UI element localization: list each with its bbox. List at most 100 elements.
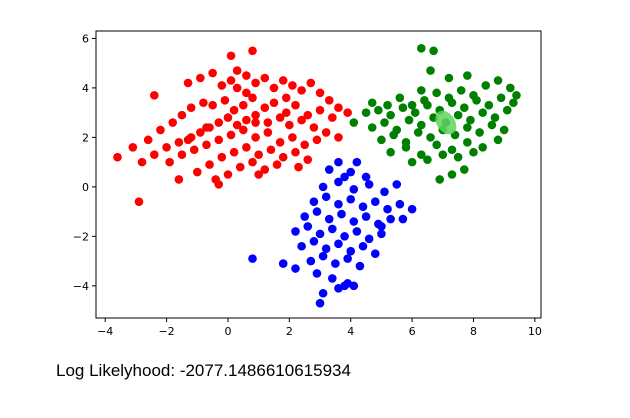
data-point: [177, 110, 187, 120]
data-point: [168, 118, 178, 127]
data-point: [281, 93, 291, 103]
data-point: [324, 214, 334, 224]
data-point: [263, 128, 273, 137]
data-point: [226, 130, 236, 140]
data-point: [223, 170, 233, 179]
data-point: [300, 140, 309, 150]
data-point: [459, 165, 469, 174]
data-point: [478, 142, 487, 152]
y-tick-label: 0: [82, 181, 89, 194]
data-point: [349, 281, 359, 291]
data-point: [260, 165, 270, 174]
data-point: [337, 209, 346, 219]
data-point: [223, 113, 233, 122]
data-point: [226, 76, 236, 85]
data-point: [370, 249, 380, 258]
data-point: [260, 73, 270, 83]
data-point: [438, 150, 448, 160]
data-point: [349, 217, 359, 226]
data-point: [453, 152, 463, 162]
data-point: [331, 259, 340, 268]
data-point: [251, 118, 260, 127]
data-point: [395, 199, 405, 209]
data-point: [315, 298, 325, 308]
data-point: [315, 105, 325, 115]
data-point: [466, 115, 475, 125]
data-point: [346, 246, 356, 256]
x-tick-label: 2: [286, 325, 293, 338]
data-point: [321, 128, 331, 137]
data-point: [306, 256, 316, 266]
data-point: [199, 98, 208, 108]
data-point: [291, 264, 300, 273]
scatter-chart: −4 −2 0 2 4 6 8 10 6 4 2 0 −2 −4: [73, 30, 542, 338]
data-point: [472, 95, 481, 105]
data-point: [417, 44, 426, 53]
data-point: [502, 105, 512, 115]
data-point: [174, 175, 184, 184]
data-point: [493, 135, 503, 145]
data-point: [340, 172, 349, 182]
data-point: [251, 110, 260, 120]
data-point: [407, 157, 417, 167]
data-point: [509, 98, 518, 108]
data-point: [162, 142, 171, 152]
data-point: [432, 140, 441, 150]
data-point: [367, 98, 377, 108]
data-point: [275, 138, 285, 147]
scatter-points: [113, 44, 521, 308]
data-point: [309, 123, 319, 132]
data-point: [380, 187, 389, 197]
data-point: [358, 241, 368, 251]
data-point: [426, 66, 435, 75]
data-point: [232, 120, 242, 130]
data-point: [239, 125, 248, 135]
data-point: [297, 241, 306, 251]
data-point: [143, 135, 153, 145]
data-point: [254, 150, 263, 160]
data-point: [281, 108, 291, 117]
data-point: [291, 227, 300, 236]
plot-frame: [95, 30, 542, 319]
x-tick-label: 0: [224, 325, 231, 338]
x-tick-label: 10: [528, 325, 542, 338]
data-point: [392, 180, 402, 189]
data-point: [150, 150, 159, 160]
data-point: [242, 115, 251, 125]
data-point: [352, 157, 362, 167]
data-point: [484, 100, 494, 110]
data-point: [226, 51, 236, 61]
data-point: [242, 142, 251, 152]
data-point: [321, 192, 331, 202]
data-point: [291, 100, 300, 110]
data-point: [312, 207, 322, 216]
data-point: [395, 93, 405, 103]
x-tick-label: 4: [347, 325, 354, 338]
data-point: [469, 147, 478, 157]
data-point: [352, 227, 362, 236]
data-point: [426, 133, 435, 142]
data-point: [214, 180, 224, 189]
data-point: [248, 46, 257, 56]
data-point: [463, 123, 472, 132]
data-point: [208, 100, 217, 110]
data-point: [174, 138, 184, 147]
data-point: [214, 135, 224, 145]
cluster-centroid-marker: [435, 110, 457, 135]
log-likelihood-caption: Log Likelyhood: -2077.1486610615934: [56, 361, 351, 380]
data-point: [288, 133, 297, 142]
data-point: [377, 229, 386, 239]
data-point: [328, 274, 337, 283]
data-point: [334, 103, 343, 112]
data-point: [278, 259, 288, 268]
data-point: [251, 133, 260, 142]
data-point: [288, 81, 297, 90]
data-point: [358, 202, 368, 211]
data-point: [435, 175, 445, 184]
data-point: [364, 180, 374, 189]
data-point: [278, 76, 288, 85]
data-point: [275, 113, 285, 122]
data-point: [189, 145, 199, 155]
data-point: [407, 100, 417, 110]
data-point: [278, 152, 288, 162]
